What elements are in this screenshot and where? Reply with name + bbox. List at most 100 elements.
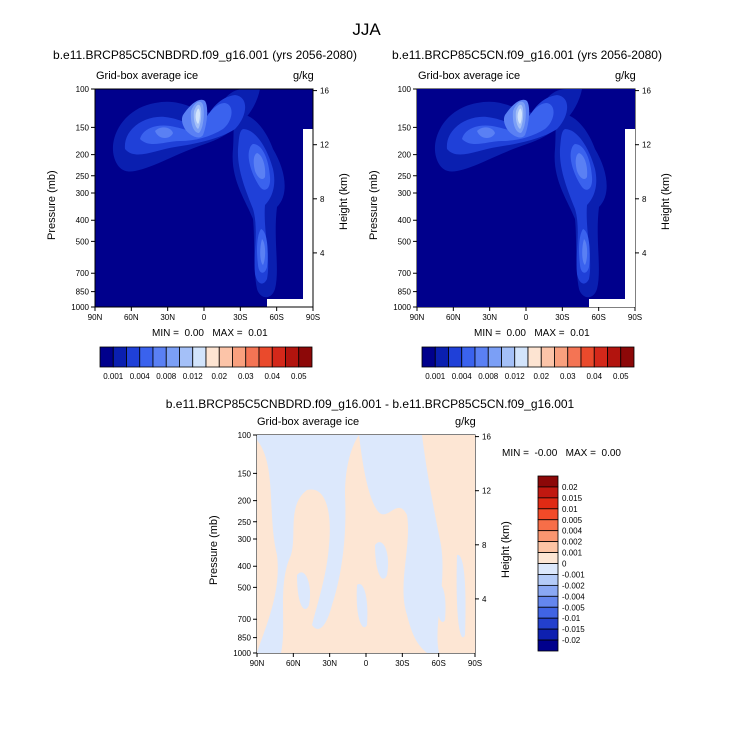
right-colorbar-label: 0.03 xyxy=(560,372,576,381)
left-colorbar-box xyxy=(245,346,260,368)
right-panel-variable: Grid-box average ice xyxy=(418,70,521,82)
right-colorbar-label: 0.05 xyxy=(613,372,629,381)
right-xtick-label: 0 xyxy=(524,313,529,322)
left-colorbar-box xyxy=(152,346,167,368)
diff-xtick-label: 90S xyxy=(468,659,482,668)
diff-colorbar-label: -0.01 xyxy=(562,614,581,623)
diff-ylabel-pressure: Pressure (mb) xyxy=(208,515,220,585)
right-colorbar-box xyxy=(421,346,436,368)
diff-colorbar-box xyxy=(537,606,559,619)
right-ytick-label: 150 xyxy=(398,123,412,132)
diff-negative-region xyxy=(436,584,446,622)
right-ylabel-height: Height (km) xyxy=(660,173,672,230)
left-xtick-label: 30N xyxy=(160,313,175,322)
diff-xtick-label: 0 xyxy=(364,659,369,668)
left-ytick-label: 250 xyxy=(76,172,90,181)
left-ytick-label: 150 xyxy=(76,123,90,132)
right-contour-plot xyxy=(417,89,635,307)
left-panel-variable: Grid-box average ice xyxy=(96,70,199,82)
diff-ylabel-height: Height (km) xyxy=(500,521,512,578)
left-colorbar-box xyxy=(126,346,141,368)
left-contour-plot xyxy=(95,89,313,307)
left-ytick-label: 500 xyxy=(76,237,90,246)
diff-ytick-label: 150 xyxy=(238,469,252,478)
diff-colorbar-label: -0.015 xyxy=(562,625,585,634)
right-colorbar-box xyxy=(567,346,582,368)
right-colorbar-box xyxy=(580,346,595,368)
diff-xtick-label: 60N xyxy=(286,659,301,668)
left-min-label: MIN = xyxy=(152,328,179,339)
right-min-label: MIN = xyxy=(474,328,501,339)
diff-xtick-label: 60S xyxy=(432,659,446,668)
left-max-label: MAX = xyxy=(212,328,243,339)
diff-colorbar-label: -0.001 xyxy=(562,570,585,579)
left-colorbar-box xyxy=(192,346,207,368)
right-colorbar-box xyxy=(527,346,542,368)
diff-ytick-label: 850 xyxy=(238,634,252,643)
field-blank-region xyxy=(267,299,307,307)
diff-panel-units: g/kg xyxy=(455,416,476,428)
contour-level-4 xyxy=(253,153,266,179)
diff-colorbar-box xyxy=(537,552,559,564)
right-ytick-label: 1000 xyxy=(393,303,411,312)
right-xtick-label: 30N xyxy=(482,313,497,322)
diff-xtick-label: 30S xyxy=(395,659,409,668)
left-ytick-label: 1000 xyxy=(71,303,89,312)
diff-ytick-right-label: 12 xyxy=(482,487,491,496)
right-colorbar-box xyxy=(514,346,529,368)
diff-colorbar-box xyxy=(537,617,559,630)
diff-colorbar-label: 0.004 xyxy=(562,527,583,536)
right-colorbar-label: 0.04 xyxy=(586,372,602,381)
left-panel-title: b.e11.BRCP85C5CNBDRD.f09_g16.001 (yrs 20… xyxy=(53,48,357,62)
left-max-value: 0.01 xyxy=(248,328,268,339)
left-colorbar-label: 0.001 xyxy=(103,372,124,381)
diff-min-max: MIN = -0.00 MAX = 0.00 xyxy=(502,448,621,459)
diff-colorbar-box xyxy=(537,497,559,510)
left-ytick-right-label: 12 xyxy=(320,141,329,150)
diff-colorbar-label: 0.002 xyxy=(562,538,583,547)
left-colorbar-label: 0.02 xyxy=(211,372,227,381)
left-colorbar-box xyxy=(139,346,154,368)
contour-level-7 xyxy=(517,108,522,124)
diff-colorbar-label: 0.005 xyxy=(562,516,583,525)
figure-title: JJA xyxy=(352,20,381,39)
right-ytick-label: 300 xyxy=(398,189,412,198)
diff-colorbar-label: 0.02 xyxy=(562,483,578,492)
right-ytick-label: 850 xyxy=(398,288,412,297)
contour-level-4 xyxy=(477,127,495,138)
left-colorbar-label: 0.05 xyxy=(291,372,307,381)
diff-colorbar-box xyxy=(537,475,559,488)
left-colorbar-box xyxy=(205,346,220,368)
left-colorbar-label: 0.012 xyxy=(183,372,204,381)
diff-colorbar-box xyxy=(537,639,559,652)
right-ytick-label: 700 xyxy=(398,269,412,278)
right-colorbar-label: 0.004 xyxy=(452,372,473,381)
diff-colorbar-box xyxy=(537,574,559,586)
right-ytick-right-label: 12 xyxy=(642,141,651,150)
right-colorbar-box xyxy=(501,346,516,368)
left-colorbar-label: 0.03 xyxy=(238,372,254,381)
diff-colorbar-label: -0.002 xyxy=(562,581,585,590)
right-ytick-label: 400 xyxy=(398,216,412,225)
diff-ytick-label: 300 xyxy=(238,535,252,544)
left-colorbar-box xyxy=(179,346,194,368)
left-colorbar-box xyxy=(285,346,300,368)
right-ytick-right-label: 4 xyxy=(642,249,647,258)
right-xtick-label: 60N xyxy=(446,313,461,322)
diff-colorbar-box xyxy=(537,486,559,499)
left-xtick-label: 30S xyxy=(233,313,247,322)
right-colorbar-box xyxy=(448,346,463,368)
right-colorbar-label: 0.001 xyxy=(425,372,446,381)
field-blank-region xyxy=(589,299,629,307)
left-xtick-label: 0 xyxy=(202,313,207,322)
diff-negative-region xyxy=(356,584,368,628)
diff-negative-region xyxy=(297,572,311,610)
left-ytick-label: 200 xyxy=(76,151,90,160)
right-ytick-right-label: 8 xyxy=(642,195,647,204)
diff-colorbar-box xyxy=(537,595,559,608)
diff-min-label: MIN = xyxy=(502,448,529,459)
diff-positive-region xyxy=(257,440,278,653)
left-colorbar-box xyxy=(298,346,313,368)
right-xtick-label: 90S xyxy=(628,313,642,322)
left-colorbar-label: 0.04 xyxy=(264,372,280,381)
